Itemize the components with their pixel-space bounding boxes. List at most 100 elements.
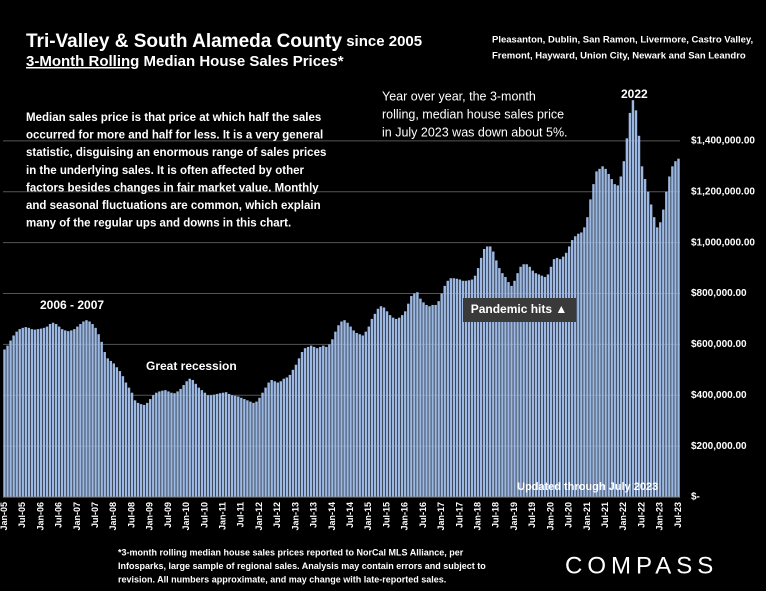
bar [631,100,635,498]
bar [668,176,671,498]
bar [555,257,559,497]
bar [258,397,261,497]
bar [300,352,304,497]
bar [516,273,519,497]
y-tick-label: $800,000.00 [691,288,747,299]
bar [203,392,207,497]
x-tick-label: Jan-19 [509,502,519,531]
x-tick-label: Jul-16 [418,502,428,528]
text-line: Pleasanton, Dublin, San Ramon, Livermore… [492,35,753,46]
bar [604,168,607,497]
bar [370,318,374,497]
bar [185,381,188,497]
y-tick-label: $400,000.00 [691,390,747,401]
bar [76,326,79,497]
bar [616,185,619,497]
bar [237,396,240,497]
bar [48,324,52,497]
bar [358,334,361,497]
bar [388,315,392,497]
bar [677,158,680,497]
x-tick-label: Jul-19 [527,502,537,528]
x-tick-label: Jan-22 [618,502,628,531]
text-line: rolling, median house sales price [382,107,564,121]
x-tick-label: Jul-21 [600,502,610,528]
bar [498,268,501,497]
bar [391,317,395,497]
text-line: Year over year, the 3-month [382,89,536,103]
bar [221,392,225,497]
bar [161,390,164,497]
bar [373,313,377,497]
bar [486,246,489,497]
subtitle-rest: Median House Sales Prices* [139,53,343,70]
bar [640,166,644,497]
bar [628,112,632,498]
annotation: Great recession [146,359,237,373]
x-tick-label: Jul-09 [163,502,173,528]
x-tick-label: Jan-06 [35,502,45,531]
bar [294,364,298,497]
bar [404,311,407,497]
bar [91,324,94,497]
bar [519,266,522,497]
bar [583,227,586,498]
text-line: factors besides changes in fair market v… [26,182,319,194]
bar [540,275,544,497]
bar [288,374,292,497]
bar [401,315,404,497]
bar [352,330,355,497]
bar [473,275,477,497]
bar [652,217,656,497]
x-tick-label: Jul-15 [381,502,391,528]
bar [194,383,197,497]
bar [643,179,647,497]
bar [504,276,507,497]
x-tick-label: Jan-13 [290,502,300,531]
bar [97,334,100,497]
bar [331,339,334,497]
bar [437,301,440,497]
text-line: occurred for more and half for less. It … [26,130,323,142]
bar [522,264,525,497]
x-tick-label: Jul-10 [199,502,209,528]
bar [315,348,319,497]
x-tick-label: Jan-12 [254,502,264,531]
bar [136,402,140,497]
bar [543,276,547,497]
x-tick-label: Jul-17 [454,502,464,528]
bar [206,395,210,497]
x-tick-label: Jan-05 [0,502,9,531]
bar [586,217,589,497]
text-line: statistic, disguising an enormous range … [26,147,326,159]
bar [440,293,443,497]
bar [662,209,665,497]
bar [443,285,446,497]
bar [73,329,76,497]
x-tick-label: Jan-18 [472,502,482,531]
x-tick-label: Jan-17 [436,502,446,531]
bar [297,358,301,497]
bar [434,304,437,497]
y-tick-label: $1,000,000.00 [691,237,755,248]
bar [561,256,565,497]
bar [346,322,349,497]
bar [361,335,364,497]
x-tick-label: Jul-05 [17,502,27,528]
bar [133,400,137,497]
bar [455,278,459,497]
y-tick-label: $- [691,492,700,503]
bar [267,382,270,497]
bar [149,399,152,497]
bar [382,307,386,497]
bar [428,306,431,497]
bar [64,330,67,497]
bar [142,404,146,497]
bar [470,279,474,497]
bar [54,324,58,497]
bar [109,360,112,497]
x-tick-label: Jan-08 [108,502,118,531]
x-tick-label: Jul-22 [636,502,646,528]
bar [255,401,258,497]
bar [607,173,610,497]
